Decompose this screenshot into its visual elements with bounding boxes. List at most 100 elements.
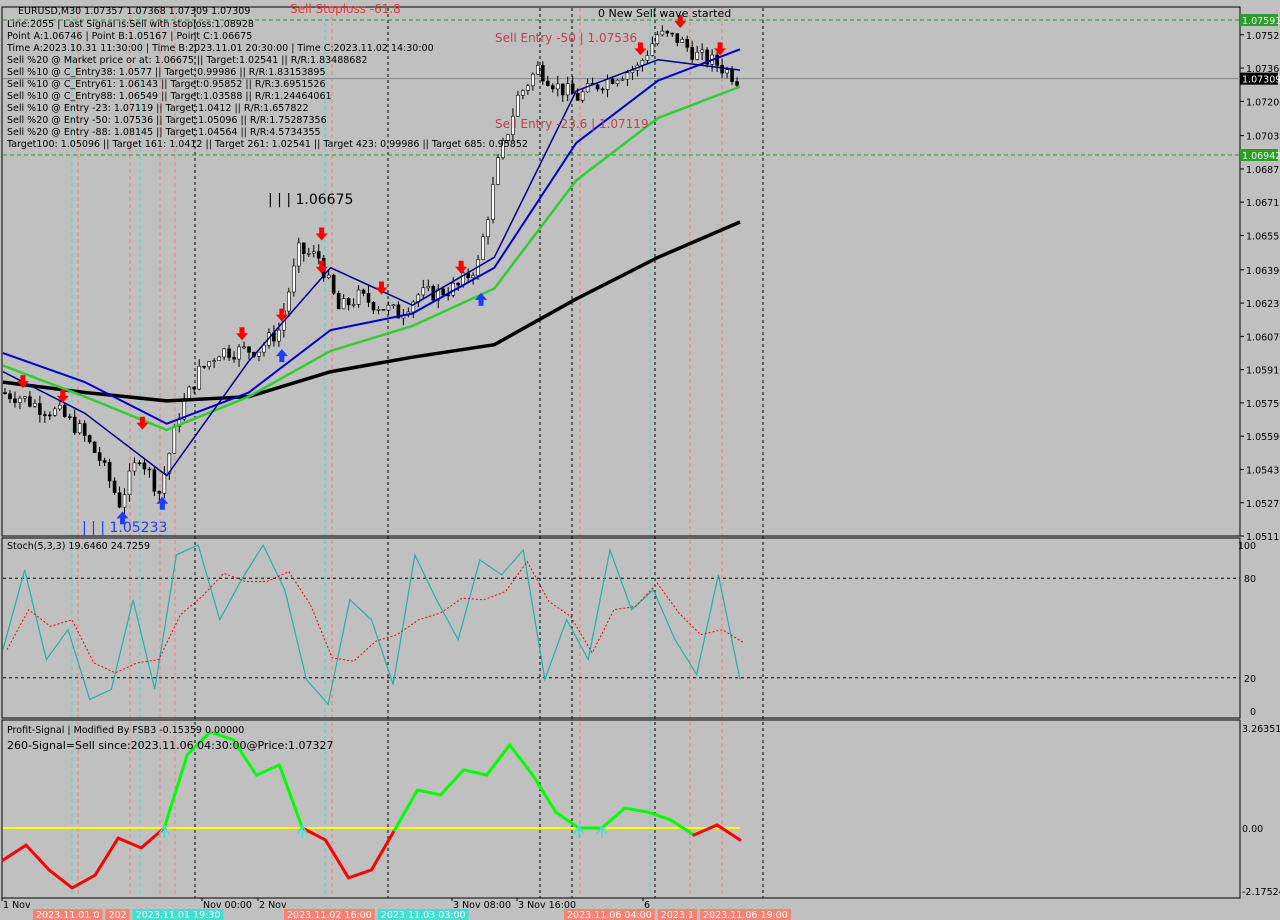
candle	[570, 83, 575, 94]
profit-signal-segment	[531, 773, 558, 814]
profit-signal-segment	[323, 838, 350, 880]
candle	[531, 73, 535, 87]
price-tick-label: 1.07200	[1246, 97, 1280, 108]
candle	[157, 490, 162, 494]
candle	[197, 365, 202, 390]
profit-signal-segment	[669, 818, 696, 837]
price-axis[interactable]: 1.07520 1.07360 1.07200 1.07035 1.06875 1.067…	[1240, 14, 1280, 543]
candle	[575, 93, 580, 101]
candle	[730, 69, 734, 82]
profit-signal-segment	[600, 806, 627, 830]
profit-signal-panel[interactable]	[1, 719, 1241, 899]
candle	[222, 348, 226, 358]
candle	[112, 480, 117, 493]
time-box-label: 2023.11.02 16:00	[287, 910, 372, 920]
info-line: Sell %20 @ Entry -50: 1.07536 || Target:…	[7, 115, 327, 126]
time-tick-label: 1 Nov	[3, 900, 31, 911]
candle	[237, 346, 241, 360]
buy-arrow-icon	[475, 292, 488, 306]
candle	[297, 242, 301, 267]
time-box	[284, 909, 375, 920]
stoch-main-line	[2, 543, 741, 706]
candle	[336, 293, 341, 310]
candle	[62, 404, 67, 418]
profit-signal-segment	[1, 843, 28, 862]
profit-tick-label: 0.00	[1242, 824, 1263, 835]
price-tick-label: 1.06390	[1246, 266, 1280, 277]
candle	[18, 397, 22, 403]
profit-signal-segment	[692, 823, 719, 837]
profit-signal-segment	[416, 788, 443, 797]
candle	[137, 462, 142, 465]
price-tick-label: 1.05910	[1246, 366, 1280, 377]
profit-title: Profit-Signal | Modified By FSB3 -0.1535…	[7, 725, 244, 736]
candle	[366, 293, 371, 303]
price-tick-label: 1.05430	[1246, 465, 1280, 476]
candle	[192, 386, 197, 390]
time-axis[interactable]: 1 Nov Nov 00:00 2 Nov 3 Nov 08:00 3 Nov 16:0…	[1, 898, 791, 920]
candle	[456, 282, 460, 286]
price-tick-label: 1.06875	[1246, 165, 1280, 176]
time-box	[105, 909, 130, 920]
profit-signal-segment	[162, 753, 189, 830]
stoch-tick-label: 20	[1244, 674, 1256, 685]
time-tick-label: 3 Nov 08:00	[453, 900, 511, 911]
level-price-label: 1.06942	[1242, 151, 1280, 162]
candle	[695, 51, 699, 60]
main-panel[interactable]	[1, 6, 1241, 537]
candle	[700, 49, 704, 53]
candle	[132, 462, 137, 472]
time-box	[132, 909, 224, 920]
sell-arrow-icon	[714, 42, 727, 56]
time-box	[33, 909, 103, 920]
candle	[516, 94, 520, 117]
candle	[212, 360, 216, 362]
candle	[690, 46, 695, 60]
candle	[242, 346, 246, 349]
stoch-title: Stoch(5,3,3) 19.6460 24.7259	[7, 541, 150, 552]
candle	[97, 452, 102, 461]
price-tick-label: 1.05590	[1246, 432, 1280, 443]
info-lines: Line:2055 | Last Signal is:Sell with sto…	[6, 19, 528, 150]
candle	[361, 289, 366, 294]
price-tick-label: 1.06070	[1246, 332, 1280, 343]
cross-arrow-icon	[596, 824, 608, 838]
candle	[172, 426, 177, 454]
sell-arrow-icon	[236, 327, 249, 341]
profit-signal-segment	[715, 823, 742, 842]
candle	[675, 33, 680, 43]
candle	[23, 396, 27, 399]
time-box	[377, 909, 469, 920]
price-tick-label: 1.06715	[1246, 198, 1280, 209]
profit-signal-segment	[623, 806, 650, 814]
price-tick-label: 1.07360	[1246, 64, 1280, 75]
candle	[287, 291, 291, 312]
candle	[28, 396, 32, 407]
candle	[660, 30, 665, 36]
time-box	[564, 909, 655, 920]
cross-arrow-icon	[158, 824, 170, 838]
candle	[33, 403, 37, 407]
sell-arrow-icon	[315, 260, 328, 274]
moving-average-mid	[2, 48, 741, 425]
profit-signal-segment	[231, 738, 258, 777]
candle	[122, 494, 127, 508]
candle	[471, 275, 475, 279]
info-line: Sell %10 @ C_Entry61: 1.06143 || Target:…	[7, 79, 326, 90]
time-tick-label: 6	[644, 900, 650, 911]
candle	[257, 351, 261, 357]
profit-signal-segment	[646, 810, 673, 822]
time-box-label: 2023.11.01 0	[36, 910, 99, 920]
point-b-label: | | | 1.05233	[82, 520, 167, 536]
sell-arrow-icon	[634, 42, 647, 56]
candle	[391, 304, 396, 307]
info-line: Sell %10 @ C_Entry88: 1.06549 || Target:…	[7, 91, 332, 102]
profit-signal-segment	[508, 743, 535, 777]
info-line: Target100: 1.05096 || Target 161: 1.0412…	[6, 139, 528, 150]
profit-signal-segment	[24, 843, 51, 872]
candle	[386, 305, 391, 311]
time-box	[657, 909, 698, 920]
stoch-panel[interactable]	[1, 537, 1241, 719]
moving-average-fast	[2, 58, 741, 477]
